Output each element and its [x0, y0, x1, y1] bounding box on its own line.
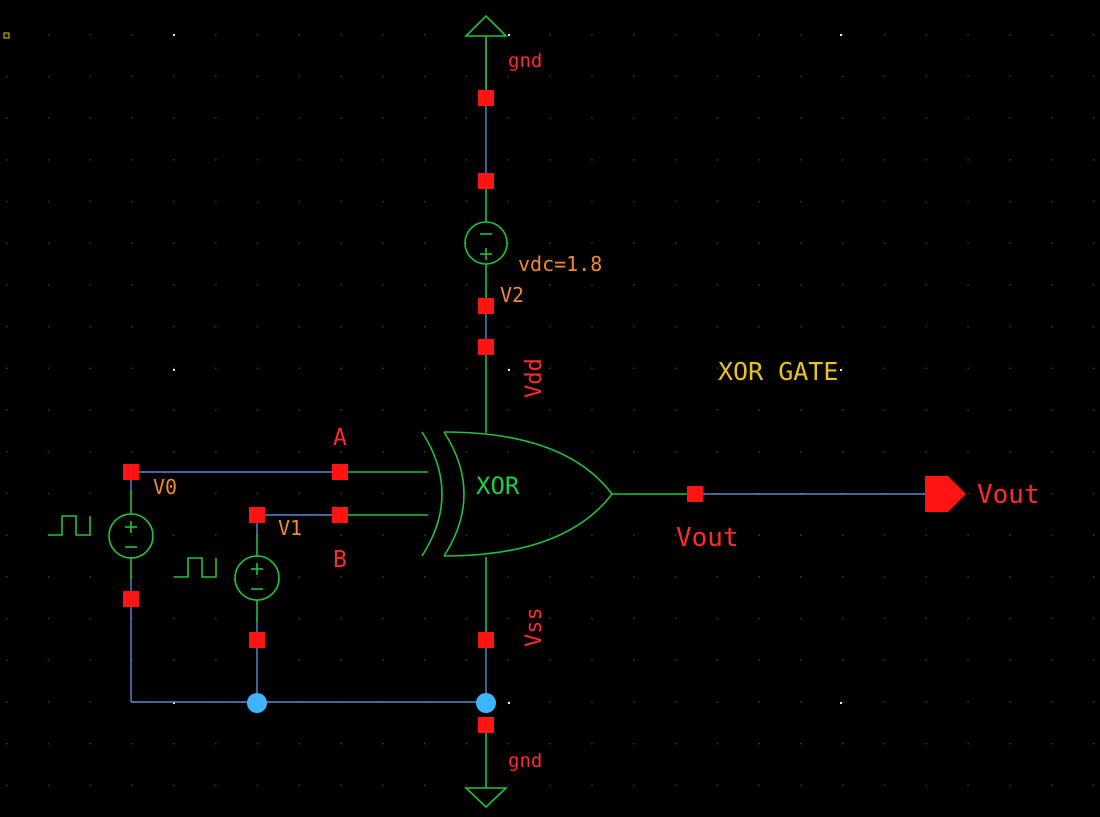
input-a-label: A [333, 425, 347, 451]
xor-gate-label: XOR [476, 472, 520, 500]
input-b-label: B [333, 547, 347, 573]
v0-name-label: V0 [153, 475, 177, 499]
vout-net-label: Vout [676, 523, 739, 553]
pulse-waveform-icon [48, 515, 91, 536]
gnd-bottom-label: gnd [508, 750, 542, 772]
v2-param-label: vdc=1.8 [518, 252, 602, 276]
output-pin-vout[interactable] [925, 476, 966, 512]
v1-name-label: V1 [278, 516, 302, 540]
output-pin-label: Vout [977, 480, 1040, 510]
vdc-source-v2[interactable] [464, 221, 508, 265]
vpulse-source-v0[interactable] [48, 513, 154, 559]
ground-bottom-symbol[interactable] [463, 787, 509, 809]
xor-gate[interactable] [421, 431, 613, 557]
symbol-leads [130, 181, 695, 788]
ground-top-symbol[interactable] [464, 14, 508, 98]
junctions [247, 693, 496, 713]
grid-dots [6, 34, 1095, 787]
page-title: XOR GATE [718, 357, 838, 386]
vdd-net-label: Vdd [522, 358, 547, 398]
connection-pins[interactable] [123, 90, 703, 733]
v2-name-label: V2 [500, 283, 524, 307]
vpulse-source-v1[interactable] [174, 555, 280, 601]
grid-markers [3, 32, 842, 704]
gnd-top-label: gnd [508, 50, 542, 72]
vss-net-label: Vss [522, 607, 547, 647]
pulse-waveform-icon [174, 557, 217, 578]
